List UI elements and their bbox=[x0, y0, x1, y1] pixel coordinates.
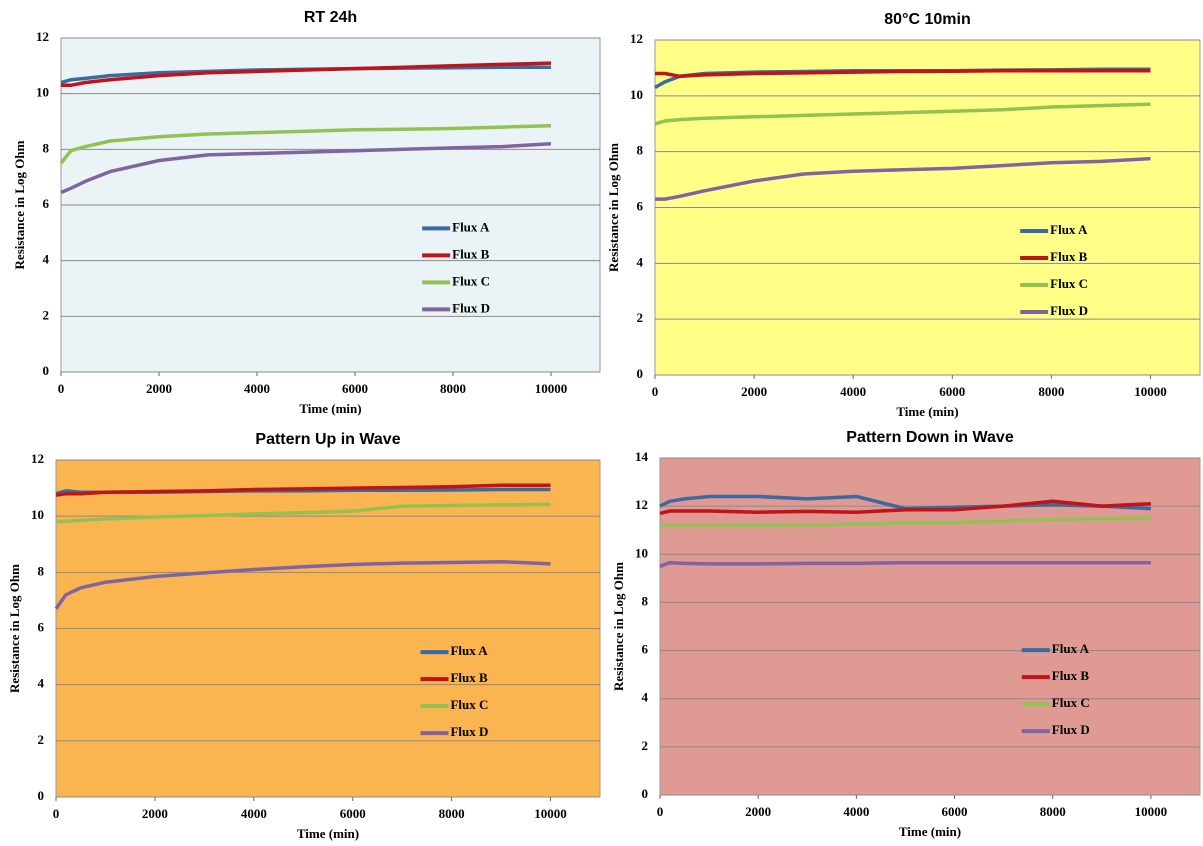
chart-title: 80°C 10min bbox=[884, 11, 970, 28]
x-tick-label: 10000 bbox=[534, 806, 567, 821]
series-line bbox=[660, 516, 1151, 528]
x-tick-label: 2000 bbox=[142, 806, 168, 821]
y-tick-label: 12 bbox=[635, 497, 648, 512]
y-tick-label: 2 bbox=[637, 310, 644, 325]
y-tick-label: 4 bbox=[642, 690, 649, 705]
x-tick-label: 6000 bbox=[340, 806, 366, 821]
y-tick-label: 14 bbox=[635, 449, 649, 464]
x-tick-label: 2000 bbox=[741, 384, 767, 399]
x-tick-label: 6000 bbox=[942, 804, 968, 819]
y-tick-label: 4 bbox=[38, 676, 45, 691]
x-tick-label: 10000 bbox=[1135, 804, 1168, 819]
legend-label: Flux A bbox=[1050, 222, 1088, 237]
x-tick-label: 8000 bbox=[1038, 384, 1064, 399]
legend-label: Flux B bbox=[1052, 668, 1090, 683]
y-tick-label: 2 bbox=[38, 732, 45, 747]
y-tick-label: 0 bbox=[637, 366, 644, 381]
x-tick-label: 6000 bbox=[342, 381, 368, 396]
x-tick-label: 6000 bbox=[939, 384, 965, 399]
x-tick-label: 4000 bbox=[843, 804, 869, 819]
x-tick-label: 10000 bbox=[1134, 384, 1167, 399]
legend-label: Flux C bbox=[450, 697, 488, 712]
legend-label: Flux B bbox=[1050, 249, 1088, 264]
series-line bbox=[60, 142, 552, 195]
y-tick-label: 12 bbox=[630, 31, 643, 46]
x-axis-label: Time (min) bbox=[896, 404, 958, 419]
series-line bbox=[655, 156, 1151, 201]
legend-label: Flux A bbox=[1052, 641, 1090, 656]
y-tick-label: 0 bbox=[642, 786, 649, 801]
x-tick-label: 10000 bbox=[535, 381, 568, 396]
legend-label: Flux D bbox=[1052, 722, 1090, 737]
series-line bbox=[55, 483, 551, 497]
x-tick-label: 0 bbox=[657, 804, 664, 819]
y-tick-label: 0 bbox=[43, 363, 50, 378]
series-line bbox=[54, 559, 551, 610]
x-tick-label: 4000 bbox=[244, 381, 270, 396]
series-line bbox=[59, 123, 552, 165]
x-tick-label: 0 bbox=[53, 806, 60, 821]
x-tick-label: 0 bbox=[58, 381, 65, 396]
y-tick-label: 2 bbox=[642, 738, 649, 753]
y-tick-label: 4 bbox=[637, 254, 644, 269]
legend-label: Flux C bbox=[1050, 276, 1088, 291]
x-tick-label: 2000 bbox=[146, 381, 172, 396]
y-tick-label: 12 bbox=[36, 29, 49, 44]
y-axis-label: Resistance in Log Ohm bbox=[7, 564, 22, 693]
y-axis-label: Resistance in Log Ohm bbox=[606, 143, 621, 272]
x-tick-label: 4000 bbox=[840, 384, 866, 399]
y-tick-label: 10 bbox=[635, 545, 648, 560]
x-tick-label: 2000 bbox=[745, 804, 771, 819]
series-line bbox=[659, 494, 1151, 511]
legend-label: Flux B bbox=[450, 670, 488, 685]
legend-label: Flux A bbox=[450, 643, 488, 658]
legend-label: Flux B bbox=[452, 246, 490, 261]
y-tick-label: 12 bbox=[31, 451, 44, 466]
x-axis-label: Time (min) bbox=[299, 401, 361, 416]
x-tick-label: 0 bbox=[652, 384, 659, 399]
x-tick-label: 8000 bbox=[1040, 804, 1066, 819]
legend-label: Flux D bbox=[1050, 303, 1088, 318]
y-tick-label: 4 bbox=[43, 252, 50, 267]
chart-title: RT 24h bbox=[304, 9, 357, 26]
x-tick-label: 8000 bbox=[440, 381, 466, 396]
series-line bbox=[659, 499, 1151, 516]
y-tick-label: 6 bbox=[43, 196, 50, 211]
y-tick-label: 8 bbox=[637, 143, 644, 158]
y-tick-label: 2 bbox=[43, 307, 50, 322]
legend-label: Flux C bbox=[1052, 695, 1090, 710]
chart-title: Pattern Up in Wave bbox=[255, 431, 400, 448]
series-line bbox=[55, 502, 551, 524]
y-tick-label: 10 bbox=[630, 87, 643, 102]
y-tick-label: 6 bbox=[642, 642, 649, 657]
plot-area bbox=[659, 457, 1201, 796]
y-tick-label: 8 bbox=[43, 140, 50, 155]
series-line bbox=[654, 102, 1151, 126]
x-axis-label: Time (min) bbox=[297, 826, 359, 841]
x-axis-label: Time (min) bbox=[899, 824, 961, 839]
y-tick-label: 0 bbox=[38, 788, 45, 803]
chart-title: Pattern Down in Wave bbox=[846, 429, 1014, 446]
legend-label: Flux D bbox=[452, 300, 490, 315]
legend-label: Flux A bbox=[452, 219, 490, 234]
y-axis-label: Resistance in Log Ohm bbox=[611, 562, 626, 691]
series-line bbox=[659, 560, 1151, 568]
series-line bbox=[655, 68, 1151, 79]
y-tick-label: 6 bbox=[38, 619, 45, 634]
legend-label: Flux D bbox=[450, 724, 488, 739]
y-tick-label: 10 bbox=[36, 85, 49, 100]
x-tick-label: 8000 bbox=[439, 806, 465, 821]
x-tick-label: 4000 bbox=[241, 806, 267, 821]
legend-label: Flux C bbox=[452, 273, 490, 288]
y-tick-label: 10 bbox=[31, 507, 44, 522]
y-tick-label: 8 bbox=[642, 593, 649, 608]
y-tick-label: 8 bbox=[38, 563, 45, 578]
y-tick-label: 6 bbox=[637, 198, 644, 213]
series-line bbox=[61, 61, 552, 88]
y-axis-label: Resistance in Log Ohm bbox=[12, 140, 27, 269]
